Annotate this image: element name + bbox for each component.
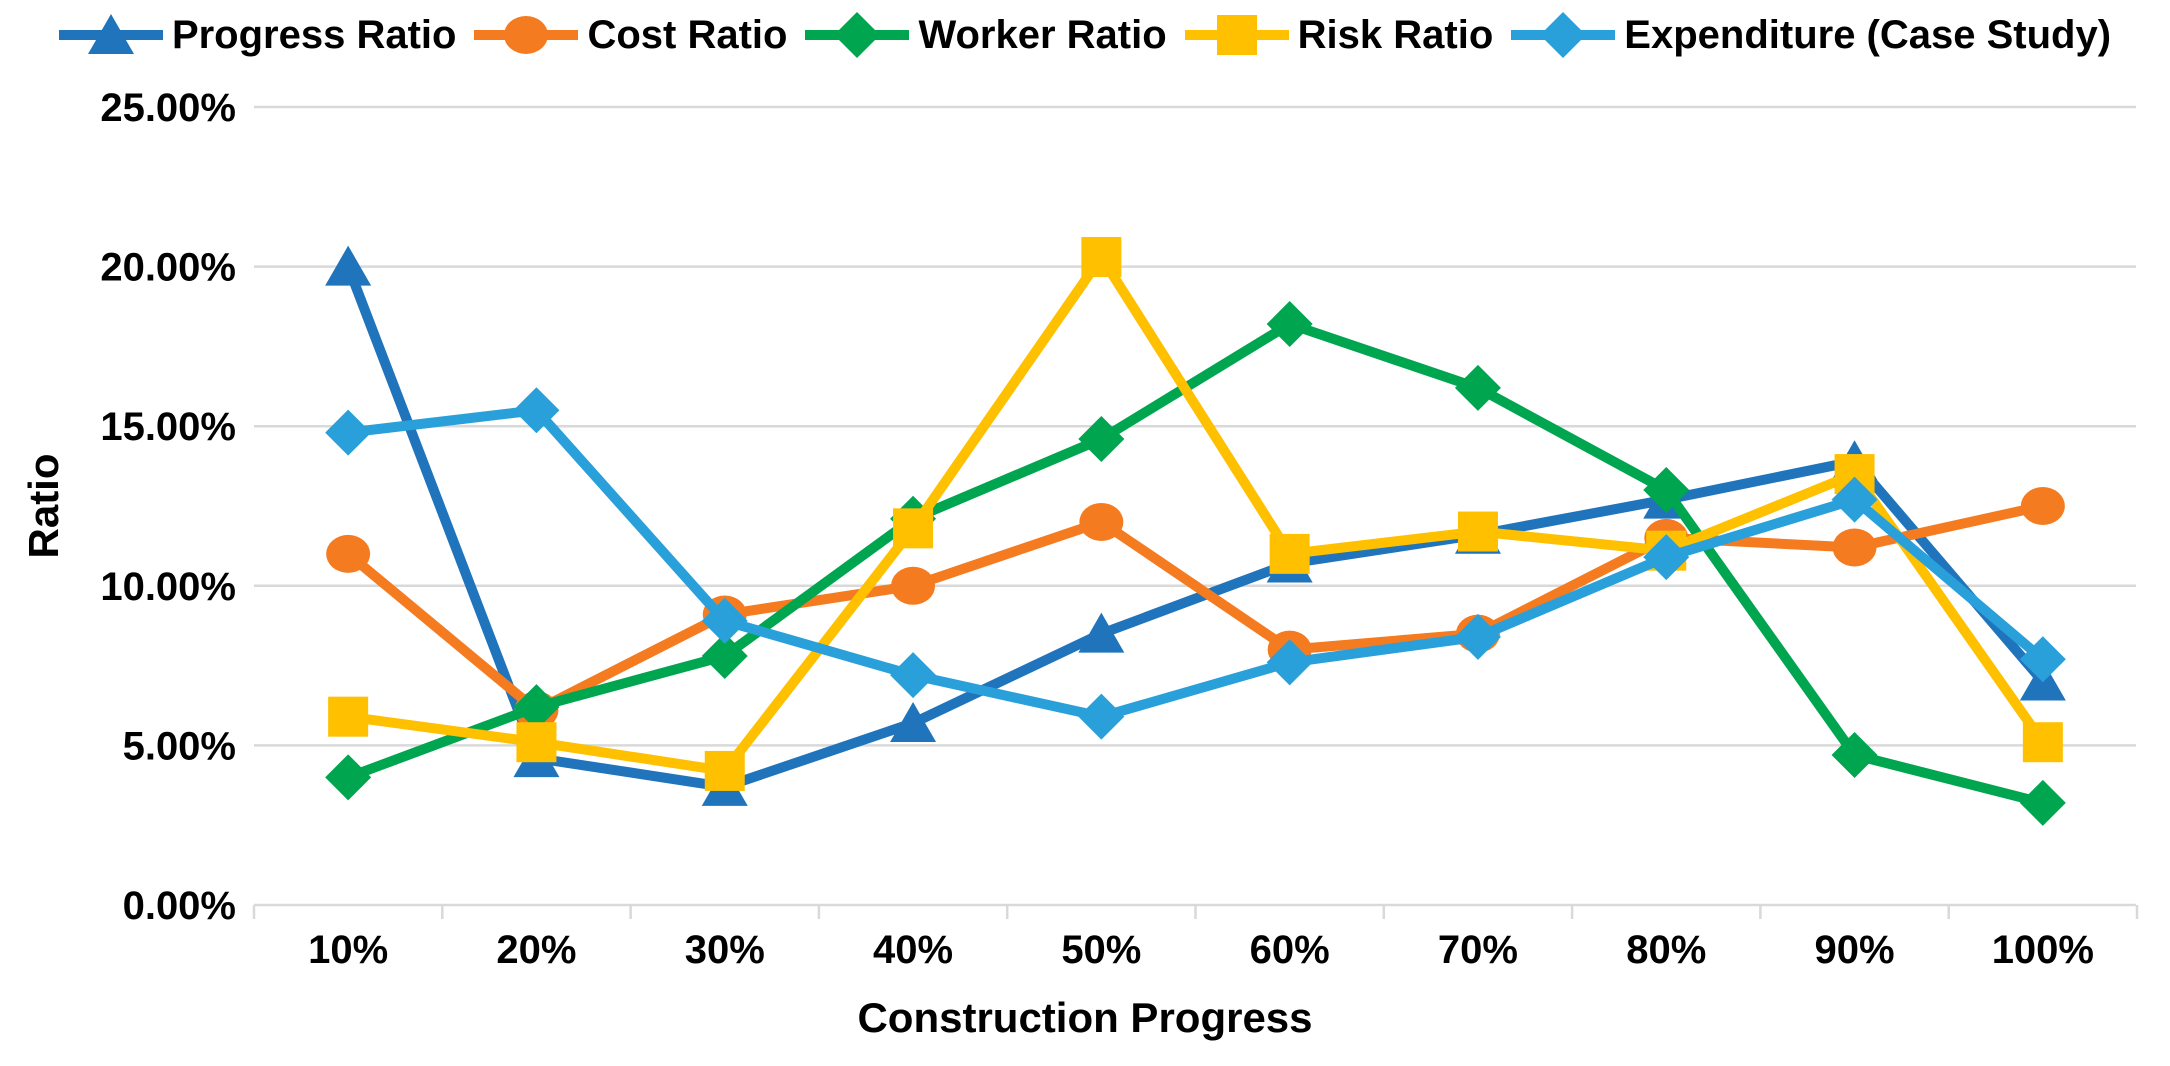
series-cost-ratio (326, 487, 2065, 730)
legend-marker-shape (1216, 15, 1257, 55)
y-axis-title: Ratio (20, 454, 67, 559)
legend-marker-shape (1540, 12, 1587, 58)
series-expenditure-case-study (325, 387, 2066, 740)
data-point-marker[interactable] (704, 750, 745, 791)
y-axis-tick-label: 5.00% (123, 724, 236, 768)
legend-marker-shape (87, 14, 134, 54)
data-point-marker[interactable] (893, 508, 934, 549)
data-point-marker[interactable] (1457, 511, 1498, 552)
series-line-cost-ratio[interactable] (343, 501, 2048, 716)
legend-item-label: Expenditure (Case Study) (1624, 12, 2112, 57)
data-point-marker[interactable] (1266, 639, 1313, 686)
data-point-marker[interactable] (1832, 528, 1877, 567)
data-point-marker[interactable] (516, 722, 557, 763)
data-point-marker[interactable] (2019, 636, 2066, 683)
data-point-marker[interactable] (1454, 364, 1501, 411)
legend-item-label: Worker Ratio (918, 12, 1167, 57)
x-axis-title: Construction Progress (857, 994, 1312, 1041)
data-point-marker[interactable] (325, 245, 372, 286)
x-axis-ticks (252, 905, 2139, 919)
legend-marker-diamond-icon (1511, 12, 1616, 58)
legend-item-label: Risk Ratio (1297, 12, 1494, 57)
data-point-marker[interactable] (1831, 731, 1878, 778)
series-line-expenditure-case-study[interactable] (343, 405, 2048, 722)
x-axis-tick-label: 40% (873, 928, 953, 972)
y-axis-tick-labels: 0.00% 5.00% 10.00% 15.00% 20.00% 25.00% (100, 86, 236, 928)
data-point-marker[interactable] (890, 702, 937, 743)
series-progress-ratio (325, 245, 2066, 806)
data-point-marker[interactable] (1078, 693, 1125, 740)
legend-marker-circle-icon (474, 16, 579, 54)
data-point-marker[interactable] (701, 597, 748, 644)
legend-item-progress-ratio[interactable]: Progress Ratio (58, 12, 457, 58)
data-point-marker[interactable] (1078, 415, 1125, 462)
x-axis-tick-labels: 10% 20% 30% 40% 50% 60% 70% 80% 90% 100% (308, 928, 2094, 972)
data-point-marker[interactable] (891, 566, 936, 605)
data-point-marker[interactable] (326, 534, 371, 573)
series-risk-ratio (328, 237, 2063, 791)
data-point-marker[interactable] (1269, 533, 1310, 574)
y-axis-tick-label: 20.00% (100, 246, 236, 290)
data-point-marker[interactable] (1454, 613, 1501, 660)
x-axis-tick-label: 100% (1992, 928, 2094, 972)
series-line-risk-ratio[interactable] (343, 252, 2048, 776)
series-line-progress-ratio[interactable] (343, 261, 2048, 792)
legend-item-expenditure-case-study[interactable]: Expenditure (Case Study) (1511, 12, 2111, 58)
data-point-marker[interactable] (890, 652, 937, 699)
x-axis-tick-label: 30% (685, 928, 765, 972)
data-point-marker[interactable] (325, 754, 372, 801)
data-point-marker[interactable] (1643, 467, 1690, 514)
legend-item-risk-ratio[interactable]: Risk Ratio (1184, 12, 1494, 58)
legend-marker-shape (504, 16, 549, 54)
x-axis-tick-label: 90% (1815, 928, 1895, 972)
x-axis-tick-label: 80% (1626, 928, 1706, 972)
data-point-marker[interactable] (325, 409, 372, 456)
legend-marker-triangle-icon (58, 14, 163, 54)
chart-legend: Progress Ratio Cost Ratio Worker Ratio Risk… (0, 4, 2170, 66)
x-axis-tick-label: 20% (496, 928, 576, 972)
legend-marker-diamond-icon (805, 12, 910, 58)
x-axis-tick-label: 60% (1250, 928, 1330, 972)
x-axis-tick-label: 10% (308, 928, 388, 972)
data-point-marker[interactable] (1079, 502, 1124, 541)
data-point-marker[interactable] (2020, 487, 2065, 525)
y-axis-tick-label: 10.00% (100, 565, 236, 609)
y-axis-tick-label: 15.00% (100, 405, 236, 449)
data-point-marker[interactable] (701, 633, 748, 680)
y-axis-tick-label: 25.00% (100, 86, 236, 130)
data-point-marker[interactable] (1266, 301, 1313, 348)
legend-item-label: Progress Ratio (171, 12, 457, 57)
x-axis-tick-label: 70% (1438, 928, 1518, 972)
data-point-marker[interactable] (513, 387, 560, 434)
data-point-marker[interactable] (328, 696, 369, 737)
data-point-marker[interactable] (513, 684, 560, 731)
x-axis-tick-label: 50% (1061, 928, 1141, 972)
series-line-worker-ratio[interactable] (343, 319, 2048, 808)
data-point-marker[interactable] (2022, 722, 2063, 763)
y-axis-tick-label: 0.00% (123, 884, 236, 928)
legend-item-worker-ratio[interactable]: Worker Ratio (805, 12, 1167, 58)
data-point-marker[interactable] (1831, 476, 1878, 523)
legend-item-label: Cost Ratio (587, 12, 788, 57)
legend-marker-shape (834, 12, 881, 58)
series-worker-ratio (325, 301, 2066, 826)
data-point-marker[interactable] (1078, 612, 1125, 653)
data-point-marker[interactable] (1081, 237, 1122, 278)
legend-item-cost-ratio[interactable]: Cost Ratio (474, 12, 787, 58)
data-point-marker[interactable] (1643, 534, 1690, 581)
legend-marker-square-icon (1184, 15, 1289, 55)
data-point-marker[interactable] (2019, 779, 2066, 826)
